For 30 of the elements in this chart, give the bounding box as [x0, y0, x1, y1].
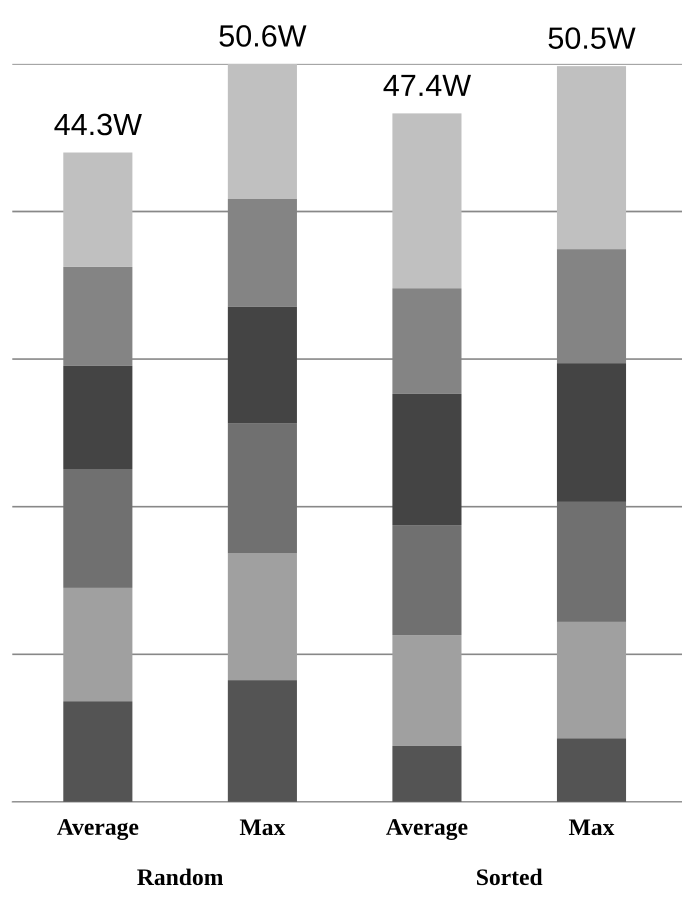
bar [228, 423, 297, 554]
bar [556, 738, 626, 802]
bar [392, 746, 462, 802]
bar [392, 525, 462, 636]
bar [63, 469, 132, 588]
text: Random [137, 868, 224, 886]
bar [392, 394, 462, 526]
bar [63, 366, 132, 470]
bar [556, 622, 626, 738]
bar [63, 702, 132, 802]
bar [63, 152, 132, 267]
bar [228, 680, 297, 802]
bar [228, 306, 297, 424]
annotation: 47.4W [383, 74, 471, 96]
text: 50.5W [548, 27, 636, 49]
x-tick-label: Max [240, 819, 286, 836]
x-tick-label: Max [568, 819, 614, 836]
annotation: 44.3W [54, 114, 142, 136]
bar [556, 502, 626, 622]
bar [392, 635, 462, 746]
bar [392, 113, 462, 288]
bar [63, 588, 132, 702]
x-tick-label: Average [56, 819, 138, 840]
text: 50.6W [219, 25, 306, 47]
bar [556, 364, 626, 502]
text: Sorted [477, 868, 542, 886]
bar [556, 66, 626, 250]
bar [228, 553, 297, 680]
bar [228, 64, 297, 199]
x-tick-label: Average [386, 819, 468, 840]
